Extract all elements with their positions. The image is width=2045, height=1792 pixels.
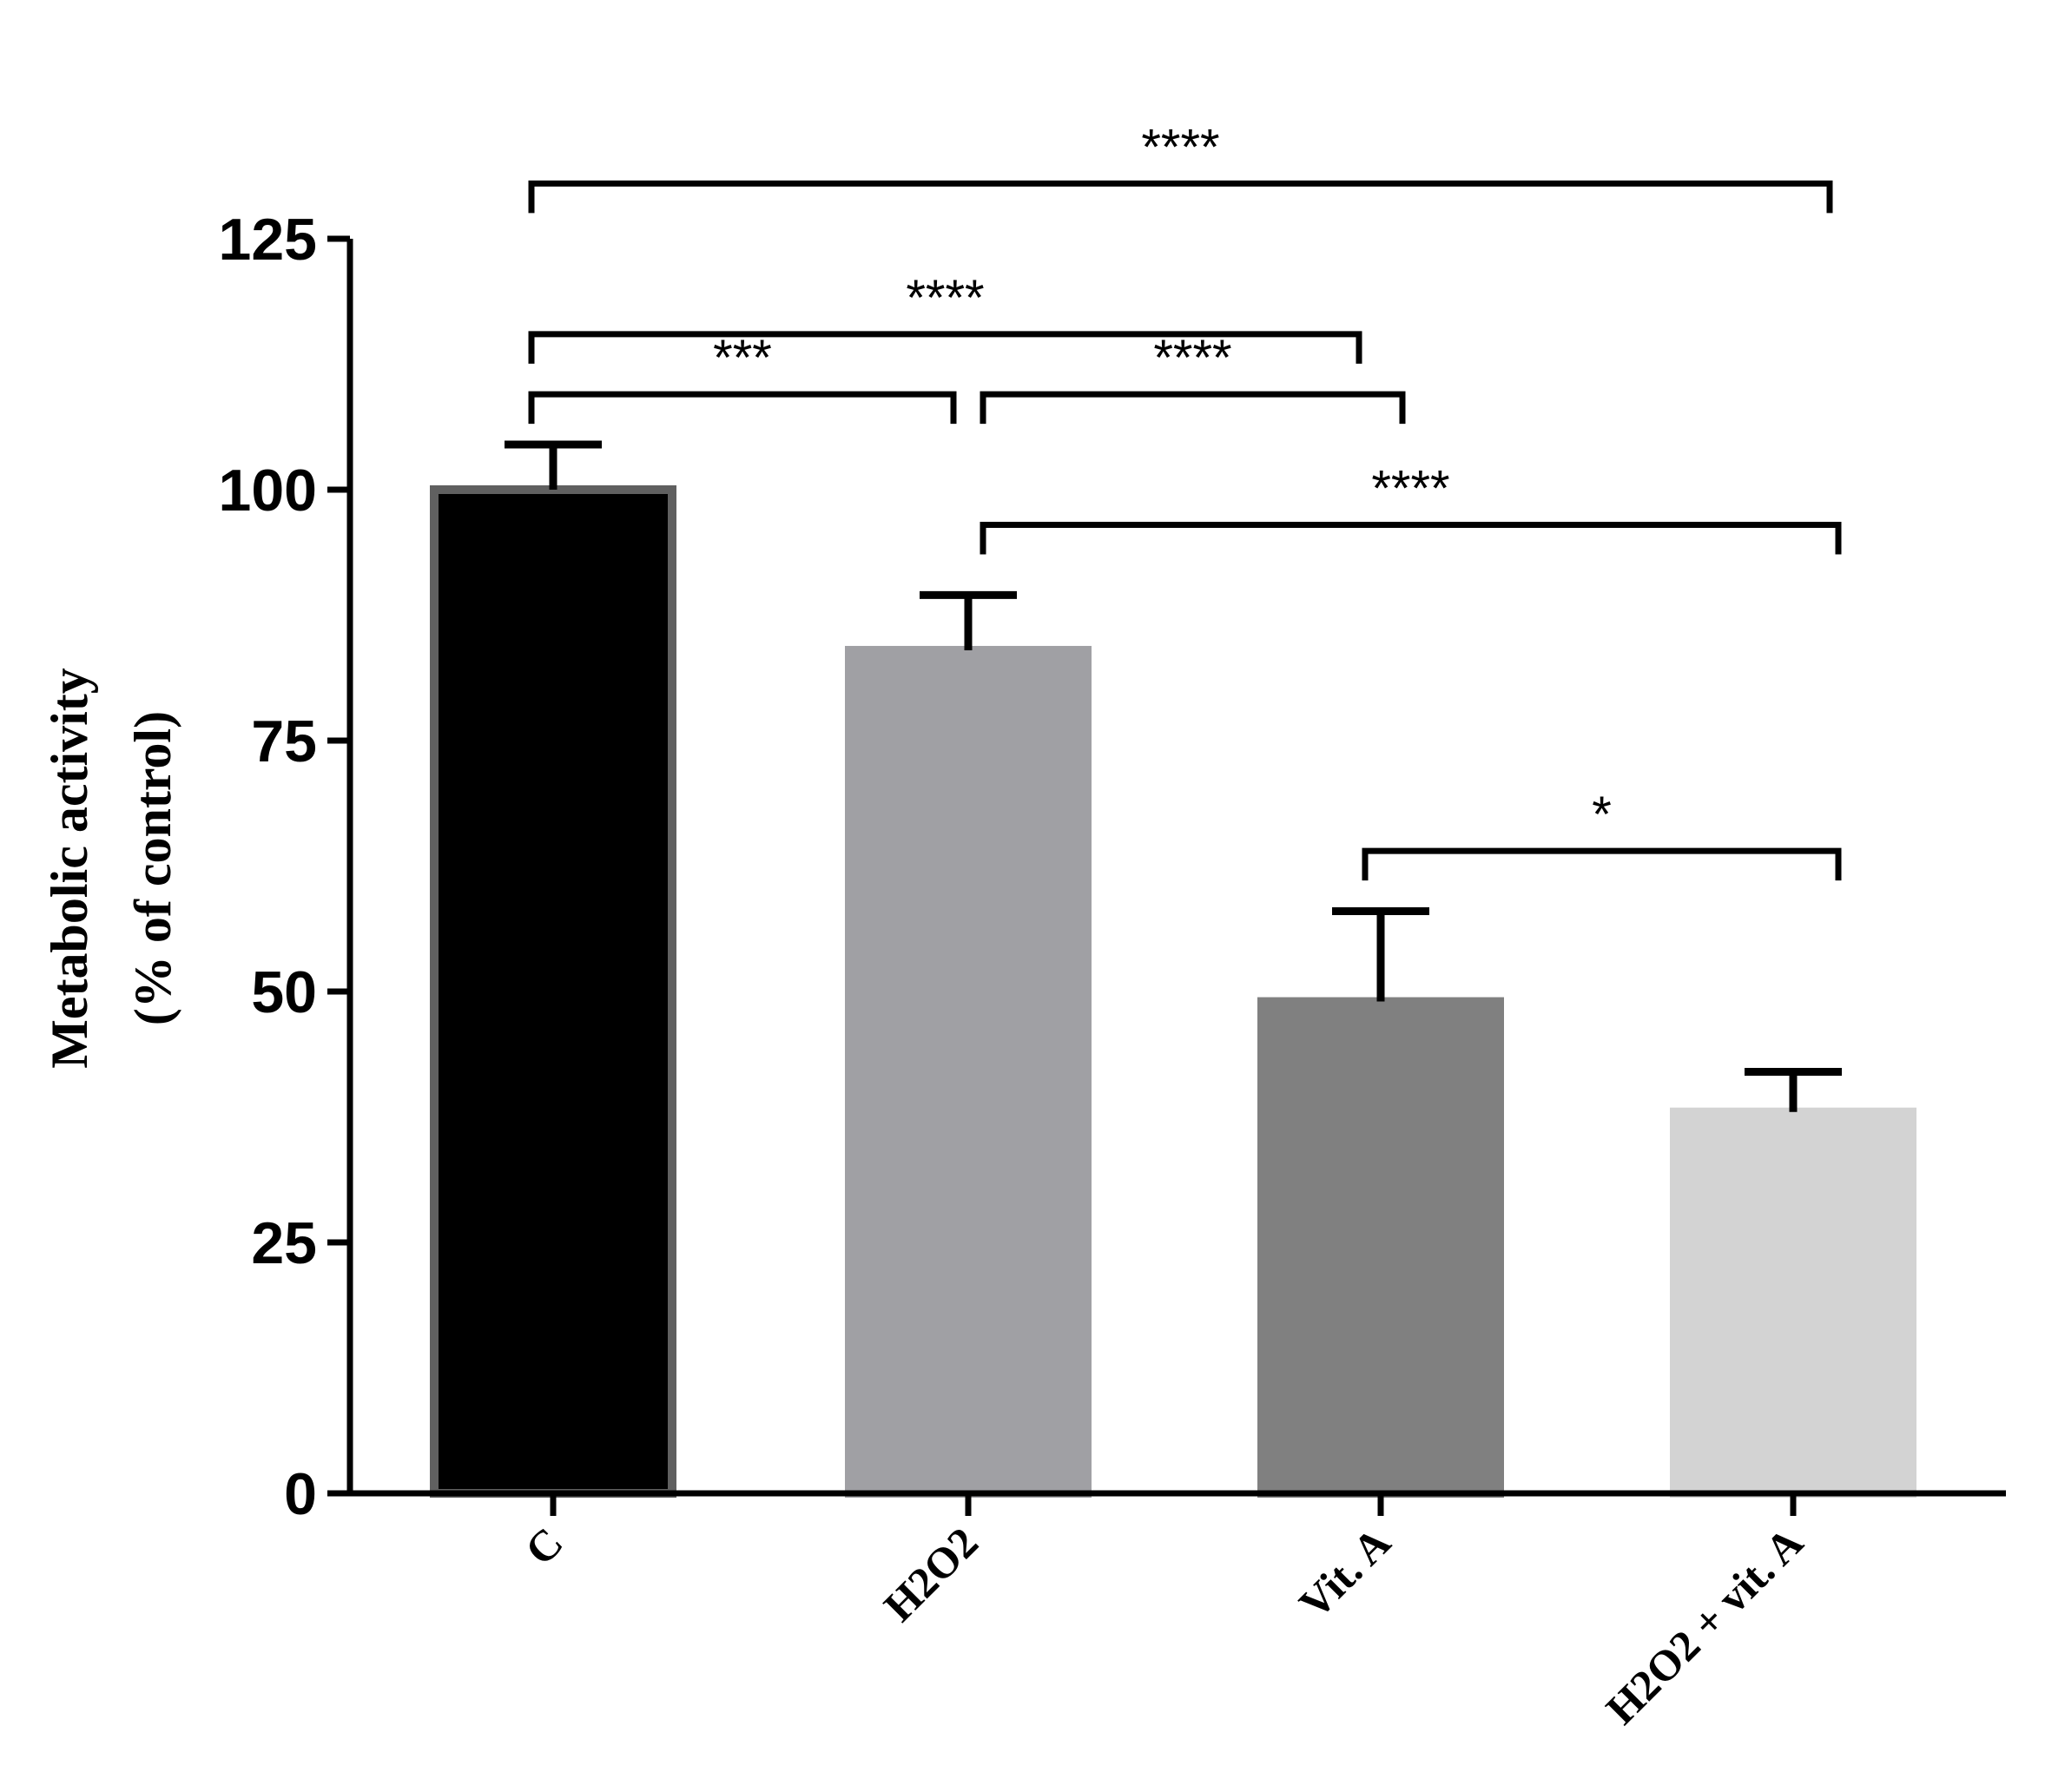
significance-bracket-4: [980, 521, 1842, 555]
y-tick-label-1: 25: [251, 1210, 317, 1276]
y-axis-label-line1: Metabolic activity: [41, 668, 98, 1069]
x-tick-label-1: H2O2: [874, 1518, 987, 1631]
significance-label-1: ****: [906, 270, 984, 326]
significance-label-5: *: [1592, 787, 1612, 843]
y-axis-label-line2: (% of control): [124, 711, 181, 1025]
significance-bracket-1: [528, 331, 1362, 364]
significance-label-0: ****: [1141, 119, 1219, 175]
y-tick-label-5: 125: [219, 207, 317, 273]
significance-label-3: ****: [1153, 330, 1231, 386]
significance-bracket-2: [528, 391, 957, 425]
significance-label-4: ****: [1371, 460, 1449, 517]
significance-bracket-5: [1362, 847, 1842, 881]
y-tick-label-3: 75: [251, 708, 317, 774]
y-tick-label-0: 0: [284, 1461, 317, 1527]
x-tick-label-3: H2O2 + vit. A: [1596, 1518, 1811, 1733]
bar-2: [1257, 997, 1504, 1499]
significance-label-2: ***: [713, 330, 772, 386]
significance-bracket-3: [980, 391, 1406, 425]
y-tick-label-2: 50: [251, 959, 317, 1025]
bar-0: [430, 485, 676, 1498]
y-tick-label-4: 100: [219, 458, 317, 524]
significance-bracket-0: [528, 180, 1833, 214]
y-axis-label: Metabolic activity (% of control): [41, 668, 181, 1069]
bar-1: [845, 645, 1092, 1498]
bar-3: [1670, 1107, 1916, 1498]
x-tick-label-2: Vit. A: [1290, 1518, 1400, 1628]
x-tick-label-0: C: [516, 1518, 572, 1574]
